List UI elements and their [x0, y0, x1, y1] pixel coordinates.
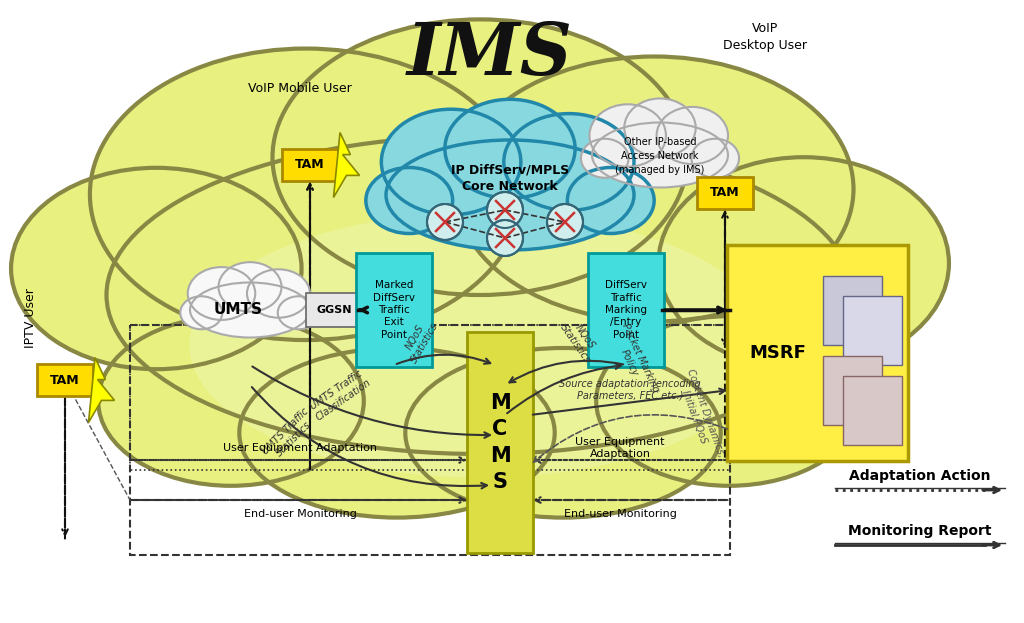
Text: Desktop User: Desktop User: [723, 39, 807, 52]
Text: UMTS Traffic
Statistics: UMTS Traffic Statistics: [261, 406, 319, 464]
Text: TAM: TAM: [50, 374, 80, 386]
Ellipse shape: [581, 139, 629, 178]
Text: IMS: IMS: [408, 19, 573, 90]
Text: DiffServ
Traffic
Marking
/Entry
Point: DiffServ Traffic Marking /Entry Point: [605, 280, 647, 340]
Ellipse shape: [247, 269, 310, 318]
Text: NQoS
Statistics: NQoS Statistics: [558, 315, 602, 364]
Ellipse shape: [444, 99, 575, 198]
Ellipse shape: [98, 316, 364, 486]
Polygon shape: [334, 133, 359, 197]
Ellipse shape: [366, 168, 453, 234]
Ellipse shape: [455, 57, 853, 321]
Ellipse shape: [658, 157, 949, 369]
Ellipse shape: [691, 139, 739, 178]
Circle shape: [547, 204, 583, 240]
Text: Access Network: Access Network: [622, 151, 698, 161]
Text: TAM: TAM: [295, 158, 325, 171]
Ellipse shape: [218, 262, 282, 312]
Text: NQoS
Statistics: NQoS Statistics: [399, 315, 440, 365]
Ellipse shape: [592, 123, 728, 188]
Text: Monitoring Report: Monitoring Report: [848, 524, 992, 538]
Ellipse shape: [656, 107, 728, 164]
Ellipse shape: [106, 136, 853, 454]
Ellipse shape: [567, 168, 654, 234]
FancyBboxPatch shape: [843, 296, 902, 365]
FancyBboxPatch shape: [823, 356, 882, 425]
Polygon shape: [88, 358, 115, 422]
Circle shape: [487, 192, 523, 228]
Text: IP DiffServ/MPLS: IP DiffServ/MPLS: [451, 163, 569, 176]
FancyBboxPatch shape: [823, 276, 882, 345]
FancyBboxPatch shape: [727, 245, 908, 461]
Text: Marked
DiffServ
Traffic
Exit
Point: Marked DiffServ Traffic Exit Point: [373, 280, 415, 340]
Text: (managed by IMS): (managed by IMS): [615, 165, 705, 175]
Ellipse shape: [381, 109, 521, 215]
Text: M
C
M
S: M C M S: [489, 393, 510, 492]
Ellipse shape: [625, 98, 695, 157]
Text: User Equipment
Adaptation: User Equipment Adaptation: [575, 437, 665, 459]
Text: Content Dynamics,
Initial PQoS: Content Dynamics, Initial PQoS: [674, 368, 726, 462]
Text: TAM: TAM: [711, 186, 739, 199]
Ellipse shape: [189, 212, 770, 477]
FancyBboxPatch shape: [843, 376, 902, 445]
Text: VoIP: VoIP: [752, 22, 778, 34]
Ellipse shape: [504, 113, 634, 211]
Ellipse shape: [406, 348, 721, 518]
FancyBboxPatch shape: [37, 364, 93, 396]
Ellipse shape: [190, 282, 310, 338]
FancyBboxPatch shape: [282, 149, 338, 181]
Ellipse shape: [272, 19, 687, 295]
Text: User Equipment Adaptation: User Equipment Adaptation: [223, 443, 377, 453]
Ellipse shape: [187, 267, 255, 320]
Text: MSRF: MSRF: [750, 344, 807, 362]
Text: End-user Monitoring: End-user Monitoring: [563, 509, 677, 519]
Text: Source adaptation (encoding
Parameters, FEC etc.): Source adaptation (encoding Parameters, …: [559, 379, 700, 401]
Text: Core Network: Core Network: [462, 181, 558, 194]
Text: Packet Marking
Policy: Packet Marking Policy: [609, 321, 660, 399]
Text: End-user Monitoring: End-user Monitoring: [244, 509, 356, 519]
FancyBboxPatch shape: [697, 177, 753, 209]
Ellipse shape: [590, 104, 666, 167]
Ellipse shape: [240, 348, 555, 518]
Text: GGSN: GGSN: [316, 305, 352, 315]
Text: VoIP: VoIP: [853, 392, 888, 406]
FancyBboxPatch shape: [467, 332, 534, 553]
Ellipse shape: [90, 49, 521, 340]
FancyBboxPatch shape: [306, 293, 362, 327]
Ellipse shape: [11, 168, 301, 369]
Text: Adaptation Action: Adaptation Action: [849, 469, 991, 483]
Ellipse shape: [180, 297, 222, 329]
Text: IPTV: IPTV: [852, 302, 888, 316]
Circle shape: [487, 220, 523, 256]
Text: VoIP Mobile User: VoIP Mobile User: [248, 82, 352, 95]
Text: Other IP-based: Other IP-based: [624, 137, 696, 147]
Text: UMTS Traffic
Classification: UMTS Traffic Classification: [307, 368, 373, 422]
FancyBboxPatch shape: [588, 253, 664, 367]
Ellipse shape: [278, 297, 319, 329]
Circle shape: [427, 204, 463, 240]
Ellipse shape: [596, 316, 862, 486]
Text: IPTV User: IPTV User: [24, 288, 37, 348]
Ellipse shape: [386, 140, 634, 250]
Text: UMTS: UMTS: [213, 303, 262, 318]
FancyBboxPatch shape: [356, 253, 432, 367]
